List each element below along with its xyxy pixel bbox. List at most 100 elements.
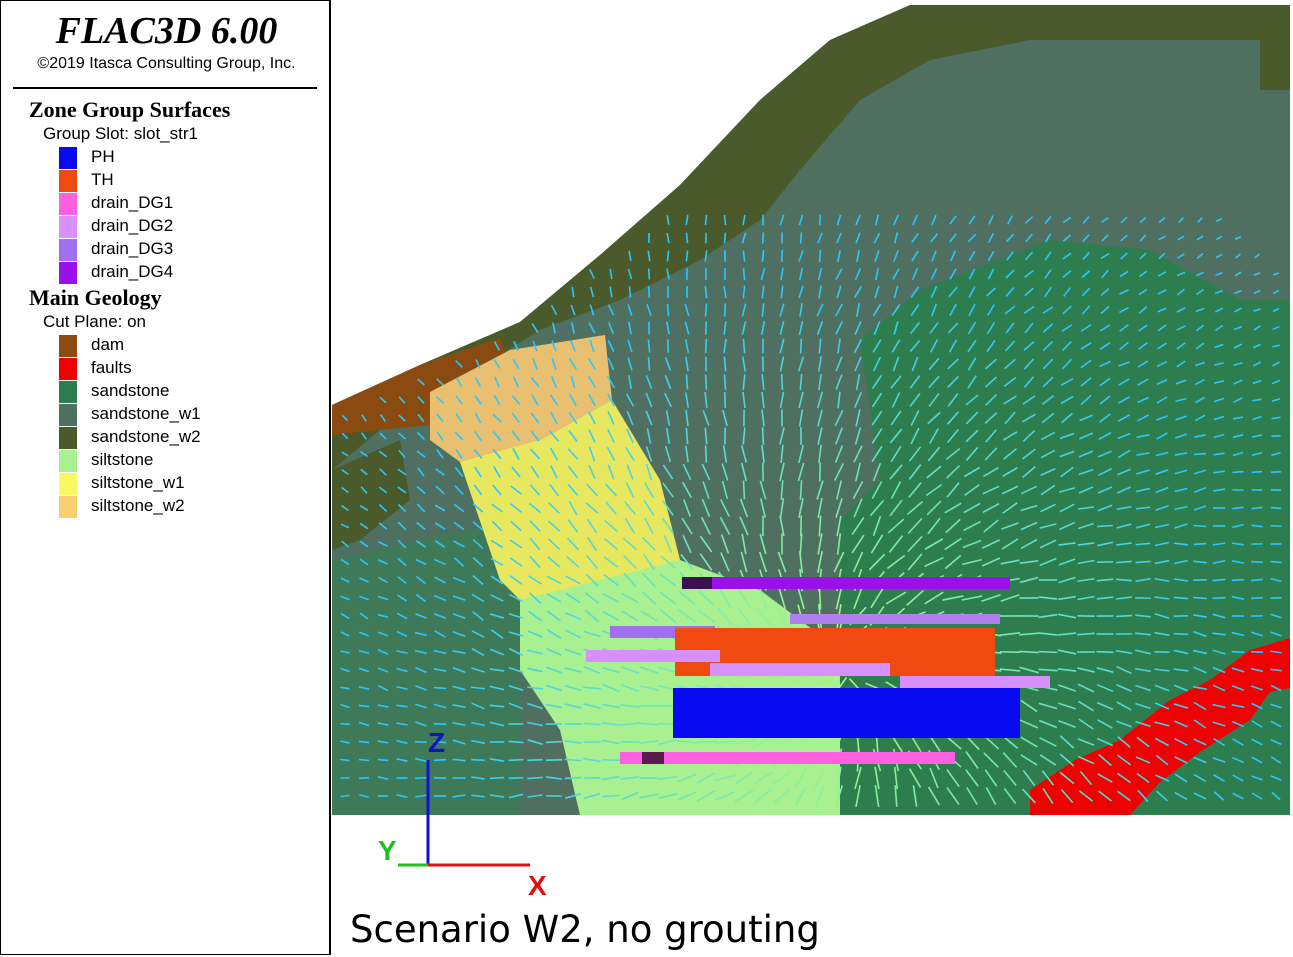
flow-vector — [1019, 651, 1039, 652]
flow-vector — [725, 303, 726, 316]
legend-swatch — [59, 450, 77, 472]
drain-dg3-bar-top — [790, 614, 1000, 624]
legend-label: siltstone_w1 — [91, 473, 185, 493]
flow-vector — [1174, 634, 1189, 635]
flow-vector — [340, 724, 349, 725]
legend-swatch — [59, 170, 77, 192]
flow-vector — [706, 374, 707, 389]
axis-z-label: Z — [428, 727, 445, 758]
flow-vector — [782, 374, 783, 390]
scenario-caption: Scenario W2, no grouting — [350, 908, 820, 951]
app-title: FLAC3D 6.00 — [1, 9, 332, 53]
axis-x-label: X — [528, 870, 547, 901]
legend-swatch — [59, 358, 77, 380]
flow-vector — [762, 250, 763, 262]
legend-label: TH — [91, 170, 114, 190]
flow-vector — [509, 778, 524, 779]
flow-vector — [509, 760, 524, 761]
flow-vector — [706, 339, 707, 353]
flow-vector — [744, 481, 745, 500]
flow-vector — [527, 760, 542, 761]
flow-vector — [359, 778, 369, 779]
legend-swatch — [59, 496, 77, 518]
legend-label: drain_DG1 — [91, 193, 173, 213]
legend-swatch — [59, 193, 77, 215]
legend-swatch — [59, 262, 77, 284]
flow-vector — [1252, 507, 1263, 508]
legend-subtitle: Cut Plane: on — [43, 312, 146, 332]
legend-swatch — [59, 239, 77, 261]
flow-vector — [686, 375, 687, 390]
flow-vector — [378, 759, 388, 760]
flow-vector — [725, 392, 726, 408]
flow-vector — [359, 705, 369, 706]
flow-vector — [649, 268, 650, 279]
flow-vector — [667, 304, 668, 316]
flow-vector — [415, 778, 427, 779]
flow-vector — [1096, 652, 1113, 653]
legend-label: sandstone — [91, 381, 169, 401]
flow-vector — [1251, 579, 1263, 580]
legend-label: drain_DG3 — [91, 239, 173, 259]
flow-vector — [820, 250, 821, 262]
flow-vector — [1135, 561, 1150, 562]
flow-vector — [565, 778, 581, 779]
legend-swatch — [59, 381, 77, 403]
flow-vector — [724, 374, 725, 389]
legend-label: sandstone_w1 — [91, 404, 201, 424]
drain-dg2-bar-3 — [900, 676, 1050, 688]
flow-vector — [1233, 472, 1244, 473]
flow-vector — [359, 760, 369, 761]
drain-dg1-bar-end — [642, 752, 664, 764]
flow-vector — [527, 777, 542, 778]
flow-vector — [341, 796, 350, 797]
flow-vector — [1232, 580, 1244, 581]
flow-vector — [1232, 652, 1245, 653]
legend-label: dam — [91, 335, 124, 355]
flow-vector — [649, 286, 650, 298]
flow-vector — [546, 742, 562, 743]
axis-y-label: Y — [378, 835, 397, 866]
flow-vector — [801, 232, 802, 243]
flow-vector — [1193, 597, 1207, 598]
flow-vector — [434, 760, 446, 761]
drain-dg2-bar-2 — [710, 663, 890, 676]
drain-dg4-bar-end — [682, 577, 712, 589]
flow-vector — [725, 233, 726, 244]
flow-vector — [602, 760, 620, 761]
flow-vector — [359, 741, 369, 742]
legend-swatch — [59, 147, 77, 169]
copyright: ©2019 Itasca Consulting Group, Inc. — [1, 55, 332, 73]
flow-vector — [434, 778, 446, 779]
flow-vector — [706, 215, 707, 225]
flow-vector — [706, 445, 707, 462]
flow-vector — [706, 304, 707, 317]
flow-vector — [1251, 525, 1262, 526]
flow-vector — [1116, 616, 1132, 617]
legend-label: PH — [91, 147, 115, 167]
flow-vector — [1271, 508, 1281, 509]
flow-vector — [1116, 561, 1132, 562]
flow-vector — [649, 357, 650, 371]
legend-label: sandstone_w2 — [91, 427, 201, 447]
flow-vector — [1193, 544, 1206, 545]
flow-vector — [1174, 597, 1188, 598]
legend-section-title: Main Geology — [29, 285, 162, 311]
legend-swatch — [59, 427, 77, 449]
flow-vector — [471, 760, 485, 761]
flow-vector — [801, 339, 802, 354]
legend-label: siltstone_w2 — [91, 496, 185, 516]
flow-vector — [1194, 454, 1206, 455]
flow-vector — [509, 741, 524, 742]
flow-vector — [667, 251, 668, 262]
flow-vector — [583, 778, 600, 779]
flow-vector — [630, 286, 631, 297]
legend-swatch — [59, 335, 77, 357]
flow-vector — [724, 215, 725, 225]
flow-vector — [1251, 598, 1263, 599]
flow-vector — [668, 339, 669, 352]
legend-label: faults — [91, 358, 132, 378]
flow-vector — [1194, 525, 1207, 526]
flow-vector — [490, 778, 504, 779]
flow-vector — [415, 742, 427, 743]
